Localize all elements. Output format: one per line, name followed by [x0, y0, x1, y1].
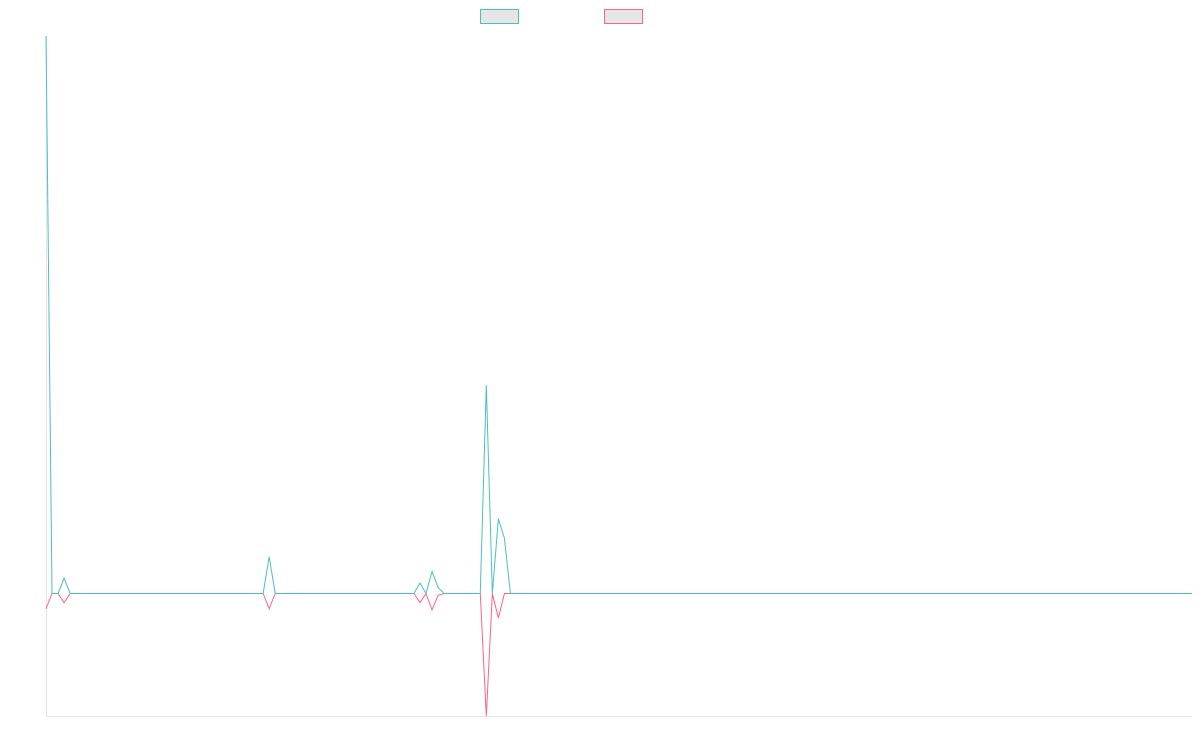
series-line-pink[interactable] [45, 592, 1192, 717]
legend-swatch-teal [480, 9, 519, 24]
series-line-teal[interactable] [45, 35, 1192, 595]
legend-swatch-pink [604, 9, 643, 24]
legend [0, 9, 1200, 27]
legend-item-series-2[interactable] [604, 9, 643, 24]
series-layer [45, 35, 1192, 717]
legend-item-series-1[interactable] [480, 9, 519, 24]
